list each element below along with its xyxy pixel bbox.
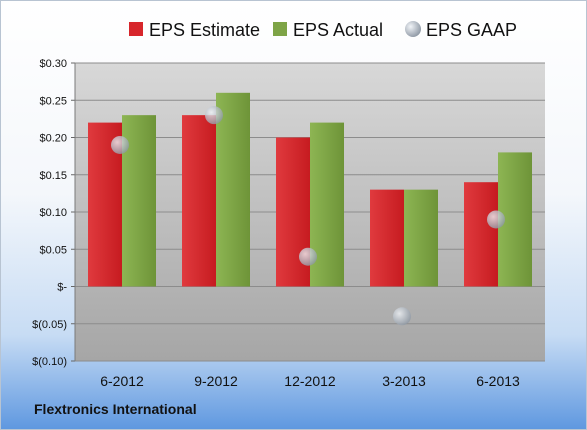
legend-gaap-marker <box>405 21 421 37</box>
legend-estimate-swatch <box>129 22 143 36</box>
gaap-point <box>205 106 223 125</box>
y-tick-label: $0.10 <box>39 207 67 219</box>
y-tick-label: $0.30 <box>39 58 67 70</box>
x-tick-label: 9-2012 <box>194 373 238 389</box>
legend-label: EPS GAAP <box>426 20 517 40</box>
x-tick-label: 3-2013 <box>382 373 426 389</box>
legend-label: EPS Estimate <box>149 20 260 40</box>
x-tick-label: 12-2012 <box>284 373 336 389</box>
x-axis-ticks: 6-2012 9-2012 12-2012 3-2013 6-2013 <box>100 373 520 389</box>
y-tick-label: $0.20 <box>39 133 67 145</box>
legend-actual-swatch <box>273 22 287 36</box>
estimate-bar <box>370 189 404 287</box>
legend: EPS Estimate EPS Actual EPS GAAP <box>129 20 517 40</box>
gaap-points <box>111 106 505 326</box>
y-tick-label: $0.05 <box>39 244 67 256</box>
y-tick-label: $(0.05) <box>32 319 67 331</box>
actual-bar <box>404 189 438 287</box>
y-tick-label: $0.25 <box>39 95 67 107</box>
gaap-point <box>487 210 505 229</box>
y-tick-label: $0.15 <box>39 170 67 182</box>
x-tick-label: 6-2012 <box>100 373 144 389</box>
gaap-point <box>299 247 317 266</box>
estimate-bar <box>464 182 498 287</box>
gaap-point <box>393 307 411 326</box>
y-axis-ticks: $0.30 $0.25 $0.20 $0.15 $0.10 $0.05 $- $(0.05) $… <box>32 58 67 368</box>
x-tick-label: 6-2013 <box>476 373 520 389</box>
actual-bar <box>216 92 250 287</box>
y-tick-label: $(0.10) <box>32 356 67 368</box>
estimate-bar <box>182 115 216 287</box>
gaap-point <box>111 135 129 154</box>
y-tick-label: $- <box>57 282 67 294</box>
company-name: Flextronics International <box>34 401 197 417</box>
legend-label: EPS Actual <box>293 20 383 40</box>
